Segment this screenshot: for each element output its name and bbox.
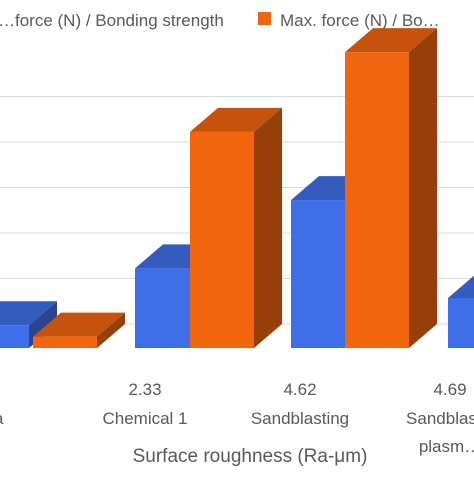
bar-side (254, 107, 282, 348)
bar-top (448, 275, 474, 298)
bar-top (190, 107, 282, 132)
bar-1-4 (448, 275, 474, 348)
bar-front (0, 325, 29, 348)
x-tick-label-4-line2: plasm… (419, 437, 474, 456)
x-tick-labels: a 2.33 Chemical 1 4.62 Sandblasting 4.69 Sandb… (0, 380, 474, 456)
x-tick-value-4: 4.69 (433, 380, 466, 399)
legend-label-series-1: …force (N) / Bonding strength (0, 11, 224, 30)
bar-front (190, 131, 254, 348)
x-tick-label-4: Sandblas… (406, 409, 474, 428)
legend-swatch-series-2 (258, 12, 271, 25)
x-axis-title: Surface roughness (Ra-μm) (133, 446, 368, 467)
bar-front (291, 200, 355, 348)
bars (0, 28, 474, 349)
bar-2-1 (33, 312, 125, 348)
bar-side (409, 28, 437, 349)
x-tick-value-3: 4.62 (283, 380, 316, 399)
bar-side (97, 312, 125, 348)
bar-front (448, 297, 474, 348)
bar-front (135, 268, 199, 348)
bar-top (345, 28, 437, 53)
x-tick-value-2: 2.33 (128, 380, 161, 399)
bar-2-3 (345, 28, 437, 349)
bar-2-2 (190, 107, 282, 348)
bar-top (0, 301, 57, 326)
bar-front (33, 336, 97, 348)
x-tick-label-2: Chemical 1 (102, 409, 187, 428)
x-tick-label-3: Sandblasting (251, 409, 349, 428)
legend: …force (N) / Bonding strength Max. force… (0, 11, 440, 30)
bar-front (345, 52, 409, 349)
bar-top (33, 312, 125, 337)
legend-label-series-2: Max. force (N) / Bo… (280, 11, 440, 30)
x-tick-label-1: a (0, 409, 4, 428)
